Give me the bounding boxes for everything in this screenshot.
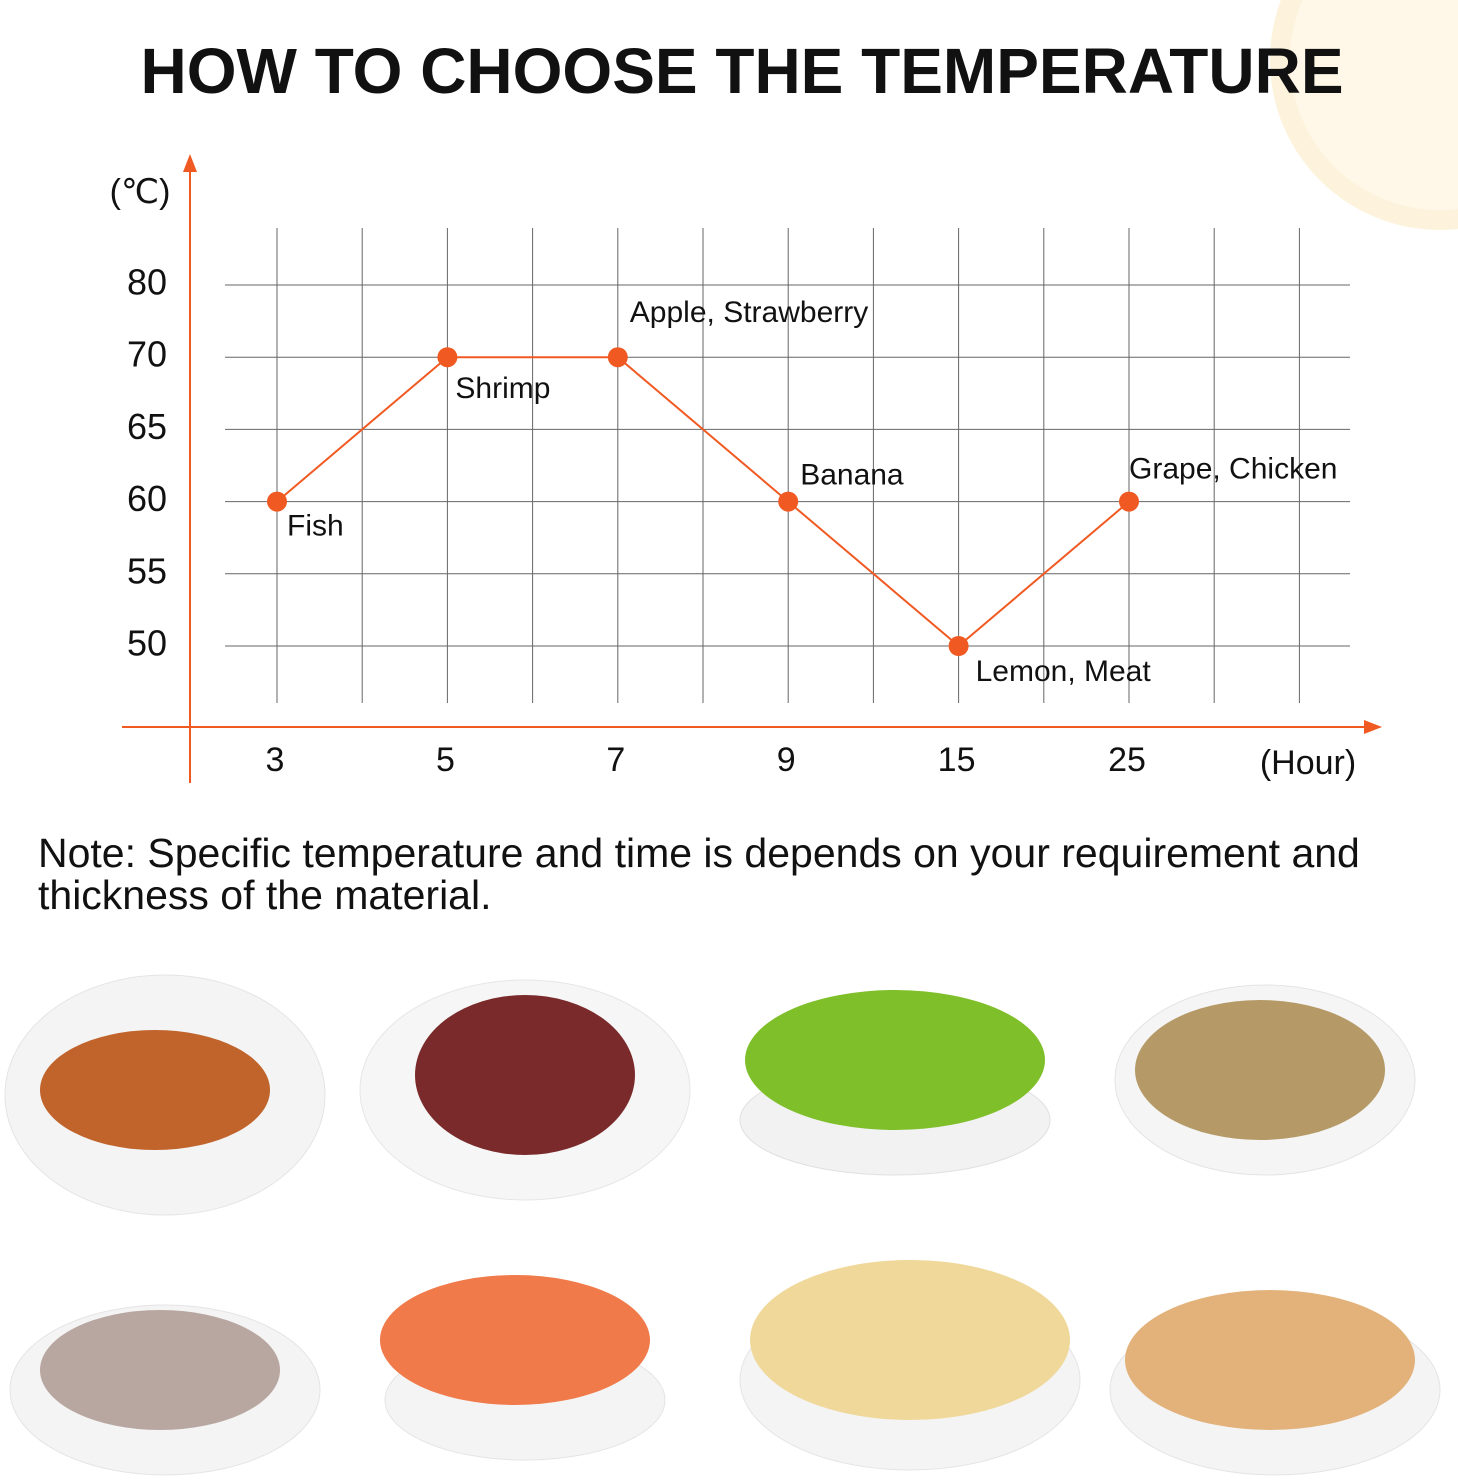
point-label: Apple, Strawberry <box>630 296 868 329</box>
note: Note: Specific temperature and time is d… <box>38 830 1360 918</box>
point <box>267 491 287 512</box>
x-axis-label: (Hour) <box>1260 744 1356 782</box>
y-axis-arrow <box>183 154 197 172</box>
point-label: Grape, Chicken <box>1129 453 1337 486</box>
point <box>437 347 458 368</box>
x-axis-arrow <box>1364 720 1382 734</box>
x-tick-label: 5 <box>436 741 455 779</box>
y-tick-label: 80 <box>127 262 167 303</box>
point <box>607 347 628 368</box>
y-tick-label: 60 <box>127 478 167 519</box>
point-label: Fish <box>287 510 344 543</box>
point <box>948 636 969 656</box>
y-tick-label: 70 <box>127 334 167 375</box>
chart-title: HOW TO CHOOSE THE TEMPERATURE <box>141 35 1344 107</box>
y-tick-label: 50 <box>127 623 167 664</box>
point-label: Banana <box>800 459 904 492</box>
line <box>276 356 1130 648</box>
y-tick-label: 55 <box>127 550 167 591</box>
point <box>1119 491 1139 512</box>
point-label: Shrimp <box>455 372 550 405</box>
point-label: Lemon, Meat <box>976 655 1152 688</box>
x-tick-label: 15 <box>938 741 976 779</box>
y-tick-label: 65 <box>127 406 167 447</box>
y-axis-label: (℃) <box>110 173 171 211</box>
x-tick-label: 9 <box>777 741 796 779</box>
x-tick-label: 25 <box>1108 741 1146 779</box>
point <box>778 491 799 512</box>
x-tick-label: 3 <box>266 741 285 779</box>
lemon-decoration <box>1290 0 1458 210</box>
x-tick-label: 7 <box>606 741 625 779</box>
food-photos <box>4 974 1441 1476</box>
